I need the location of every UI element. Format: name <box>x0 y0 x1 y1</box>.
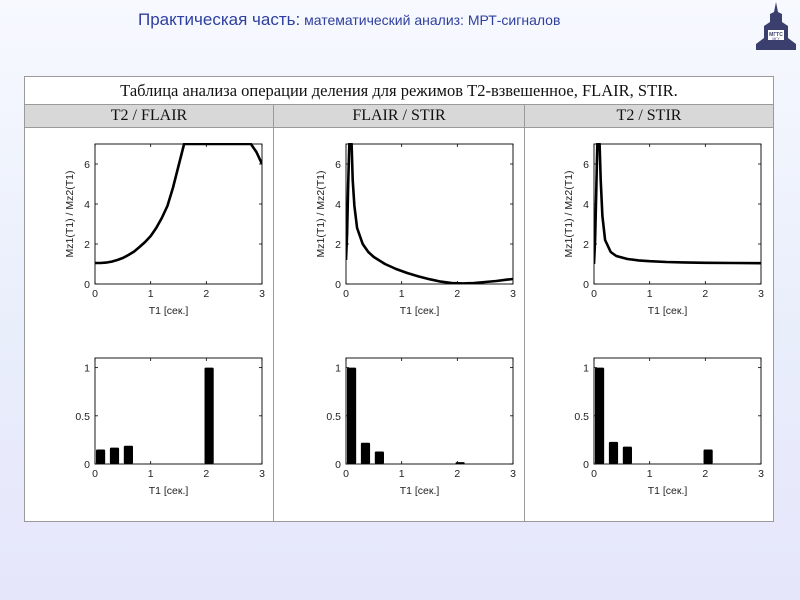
x-tick-label: 2 <box>702 288 708 300</box>
plot-frame <box>345 357 514 465</box>
x-tick-label: 0 <box>92 468 98 480</box>
y-tick-label: 6 <box>84 159 90 171</box>
plot-frame <box>345 143 514 285</box>
plot-frame <box>94 357 263 465</box>
plot-frame <box>593 143 762 285</box>
x-tick-label: 1 <box>647 468 653 480</box>
svg-text:МГУ: МГУ <box>772 37 780 41</box>
y-axis-label: Mz1(T1) / Mz2(T1) <box>315 171 327 258</box>
svg-text:МГТС: МГТС <box>769 32 783 38</box>
y-tick-label: 6 <box>583 159 589 171</box>
data-bar <box>204 367 214 464</box>
column-header-flair-stir: FLAIR / STIR <box>352 107 446 124</box>
data-bar <box>123 445 133 464</box>
analysis-table: Таблица анализа операции деления для реж… <box>24 76 774 522</box>
data-bar <box>455 462 465 464</box>
data-bar <box>703 449 713 464</box>
x-tick-label: 1 <box>148 468 154 480</box>
x-tick-label: 2 <box>203 468 209 480</box>
x-tick-label: 0 <box>591 468 597 480</box>
y-tick-label: 6 <box>335 159 341 171</box>
x-tick-label: 3 <box>758 468 764 480</box>
data-line <box>346 143 513 284</box>
y-tick-label: 0 <box>583 279 589 291</box>
y-axis-label: Mz1(T1) / Mz2(T1) <box>563 171 575 258</box>
x-axis-label: T1 [сек.] <box>648 305 688 317</box>
x-axis-label: T1 [сек.] <box>149 485 189 497</box>
y-tick-label: 0 <box>84 279 90 291</box>
x-tick-label: 0 <box>343 288 349 300</box>
y-tick-label: 0.5 <box>574 411 589 423</box>
column-header-t2-flair: T2 / FLAIR <box>110 107 188 124</box>
x-tick-label: 0 <box>343 468 349 480</box>
university-logo: МГТС МГУ <box>756 2 796 50</box>
x-tick-label: 1 <box>399 288 405 300</box>
x-tick-label: 3 <box>758 288 764 300</box>
slide-title: Практическая часть: математический анали… <box>138 10 560 30</box>
x-tick-label: 3 <box>259 468 265 480</box>
data-line <box>95 143 262 265</box>
y-tick-label: 1 <box>583 363 589 375</box>
data-bar <box>360 442 371 464</box>
y-tick-label: 4 <box>335 199 341 211</box>
y-tick-label: 0 <box>583 459 589 471</box>
x-axis-label: T1 [сек.] <box>400 305 440 317</box>
y-tick-label: 0 <box>84 459 90 471</box>
plot-frame <box>593 357 762 465</box>
column-divider <box>273 104 274 522</box>
table-title: Таблица анализа операции деления для реж… <box>120 81 678 100</box>
y-tick-label: 2 <box>583 239 589 251</box>
y-tick-label: 0.5 <box>75 411 90 423</box>
x-tick-label: 3 <box>510 288 516 300</box>
y-tick-label: 1 <box>335 363 341 375</box>
x-tick-label: 1 <box>647 288 653 300</box>
data-bar <box>608 441 619 464</box>
x-tick-label: 2 <box>454 468 460 480</box>
x-tick-label: 0 <box>92 288 98 300</box>
slide-title-part: Практическая часть: <box>138 10 301 29</box>
x-tick-label: 3 <box>510 468 516 480</box>
data-bar <box>95 449 106 464</box>
y-tick-label: 4 <box>84 199 90 211</box>
x-tick-label: 0 <box>591 288 597 300</box>
y-axis-label: Mz1(T1) / Mz2(T1) <box>64 171 76 258</box>
slide-title-rest: математический анализ: МРТ-сигналов <box>300 12 561 28</box>
column-divider <box>524 104 525 522</box>
x-axis-label: T1 [сек.] <box>400 485 440 497</box>
x-tick-label: 2 <box>702 468 708 480</box>
data-bar <box>374 451 384 464</box>
x-tick-label: 3 <box>259 288 265 300</box>
x-tick-label: 1 <box>399 468 405 480</box>
y-tick-label: 2 <box>84 239 90 251</box>
x-tick-label: 2 <box>203 288 209 300</box>
y-tick-label: 0 <box>335 459 341 471</box>
column-header-row: T2 / FLAIR FLAIR / STIR T2 / STIR <box>25 104 773 128</box>
data-line <box>594 143 761 265</box>
x-tick-label: 2 <box>454 288 460 300</box>
y-tick-label: 0.5 <box>326 411 341 423</box>
x-tick-label: 1 <box>148 288 154 300</box>
plot-frame <box>94 143 263 285</box>
y-tick-label: 2 <box>335 239 341 251</box>
x-axis-label: T1 [сек.] <box>648 485 688 497</box>
column-header-t2-stir: T2 / STIR <box>616 107 682 124</box>
data-bar <box>346 367 357 464</box>
y-tick-label: 0 <box>335 279 341 291</box>
x-axis-label: T1 [сек.] <box>149 305 189 317</box>
y-tick-label: 4 <box>583 199 589 211</box>
data-bar <box>622 446 632 464</box>
data-bar <box>109 447 120 464</box>
y-tick-label: 1 <box>84 363 90 375</box>
data-bar <box>594 367 605 464</box>
charts-area: 0 1 2 3 0 2 4 6 T1 [сек.] Mz1(T1) / Mz2(T1) 0 1 2 3 0 2… <box>64 143 764 497</box>
